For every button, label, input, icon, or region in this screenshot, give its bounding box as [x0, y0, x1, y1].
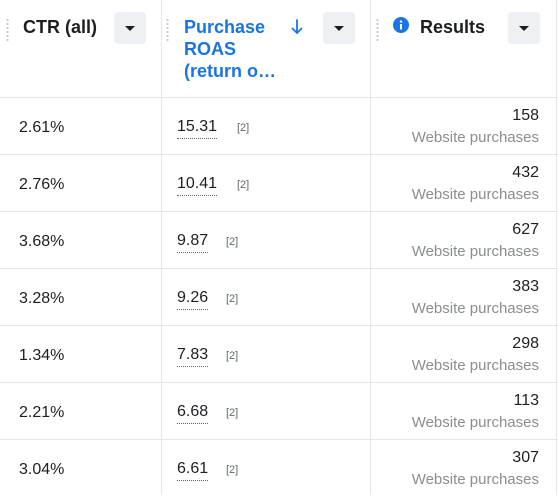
column-header-label: Results — [420, 17, 486, 37]
row-divider — [0, 382, 558, 383]
row-divider — [0, 154, 558, 155]
header-divider — [0, 97, 558, 98]
table-row: 3.04% 6.61 [2] 307 Website purchases — [0, 440, 558, 496]
row-divider — [0, 439, 558, 440]
roas-value[interactable]: 10.41 — [177, 174, 218, 196]
ctr-value: 2.61% — [19, 119, 65, 136]
column-menu-button[interactable] — [508, 12, 540, 44]
caret-down-icon — [125, 25, 135, 31]
results-type: Website purchases — [411, 471, 539, 488]
ctr-value: 2.76% — [19, 176, 65, 193]
roas-note: [2] — [226, 293, 239, 305]
roas-note: [2] — [237, 179, 250, 191]
column-header-ctr[interactable]: CTR (all) — [0, 0, 161, 97]
table-row: 2.76% 10.41 [2] 432 Website purchases — [0, 155, 558, 211]
table-row: 2.61% 15.31 [2] 158 Website purchases — [0, 98, 558, 154]
table-row: 3.28% 9.26 [2] 383 Website purchases — [0, 269, 558, 325]
results-type: Website purchases — [411, 357, 539, 374]
info-icon[interactable] — [393, 17, 409, 33]
ctr-value: 2.21% — [19, 404, 65, 421]
table-row: 2.21% 6.68 [2] 113 Website purchases — [0, 383, 558, 439]
results-type: Website purchases — [411, 186, 539, 203]
arrow-down-icon[interactable] — [290, 18, 304, 36]
column-resize-handle[interactable] — [6, 18, 9, 42]
roas-note: [2] — [226, 407, 239, 419]
roas-value[interactable]: 6.68 — [177, 402, 209, 424]
row-divider — [0, 268, 558, 269]
column-divider — [161, 0, 162, 495]
ctr-value: 3.04% — [19, 461, 65, 478]
roas-note: [2] — [237, 122, 250, 134]
column-header-label: CTR (all) — [23, 17, 97, 37]
column-header-label: Purchase ROAS (return o… — [184, 17, 276, 81]
results-value: 158 — [512, 107, 539, 124]
roas-note: [2] — [226, 236, 239, 248]
column-header-results[interactable]: Results — [371, 0, 556, 97]
column-menu-button[interactable] — [114, 12, 146, 44]
column-menu-button[interactable] — [323, 12, 355, 44]
results-type: Website purchases — [411, 129, 539, 146]
column-divider — [556, 0, 557, 495]
column-resize-handle[interactable] — [166, 18, 169, 42]
results-value: 113 — [513, 392, 539, 409]
caret-down-icon — [334, 25, 344, 31]
roas-note: [2] — [226, 464, 239, 476]
results-value: 383 — [512, 278, 539, 295]
ctr-value: 1.34% — [19, 347, 65, 364]
roas-value[interactable]: 6.61 — [177, 459, 209, 481]
ctr-value: 3.28% — [19, 290, 65, 307]
results-value: 432 — [512, 164, 539, 181]
table-row: 1.34% 7.83 [2] 298 Website purchases — [0, 326, 558, 382]
results-type: Website purchases — [411, 243, 539, 260]
row-divider — [0, 325, 558, 326]
row-divider — [0, 211, 558, 212]
caret-down-icon — [519, 25, 529, 31]
roas-note: [2] — [226, 350, 239, 362]
results-value: 307 — [512, 449, 539, 466]
results-type: Website purchases — [411, 414, 539, 431]
roas-value[interactable]: 9.87 — [177, 231, 209, 253]
results-value: 627 — [512, 221, 539, 238]
ctr-value: 3.68% — [19, 233, 65, 250]
column-divider — [370, 0, 371, 495]
table-row: 3.68% 9.87 [2] 627 Website purchases — [0, 212, 558, 268]
results-type: Website purchases — [411, 300, 539, 317]
column-resize-handle[interactable] — [376, 18, 379, 42]
roas-value[interactable]: 9.26 — [177, 288, 209, 310]
roas-value[interactable]: 15.31 — [177, 117, 218, 139]
roas-value[interactable]: 7.83 — [177, 345, 209, 367]
results-value: 298 — [512, 335, 539, 352]
column-header-purchase-roas[interactable]: Purchase ROAS (return o… — [162, 0, 370, 97]
